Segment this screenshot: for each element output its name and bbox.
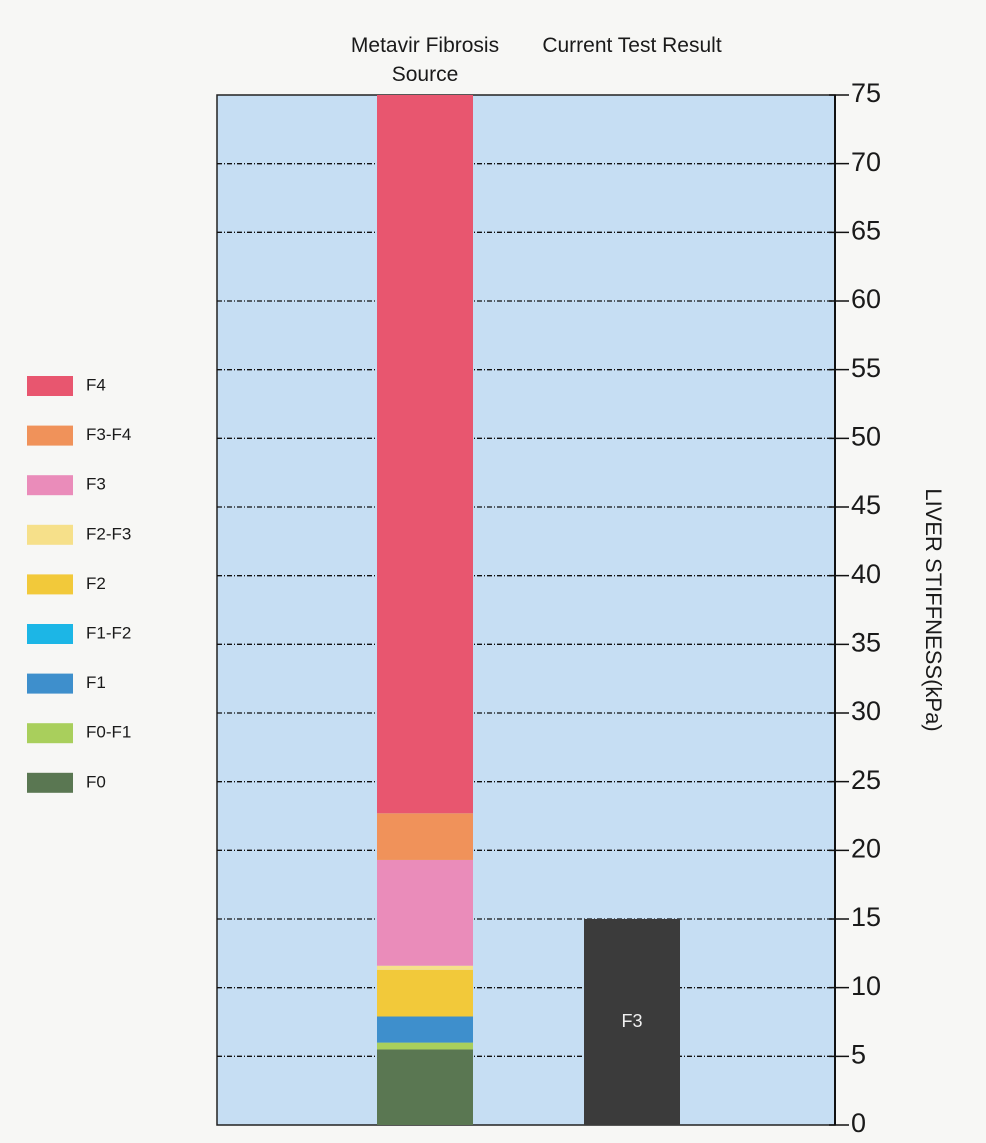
- bar-segment: [377, 859, 473, 966]
- legend-swatch: [27, 624, 73, 644]
- result-stage-label: F3: [621, 1011, 642, 1031]
- bar-segment: [377, 95, 473, 814]
- bar-segment: [377, 1049, 473, 1125]
- bar-segment: [377, 813, 473, 860]
- legend-label: F4: [86, 375, 106, 394]
- y-tick-label: 40: [851, 559, 881, 589]
- legend-label: F3: [86, 475, 106, 494]
- y-tick-label: 75: [851, 78, 881, 108]
- y-tick-label: 60: [851, 284, 881, 314]
- legend-swatch: [27, 772, 73, 793]
- y-axis-label: LIVER STIFFNESS(kPa): [921, 488, 946, 731]
- y-tick-label: 25: [851, 765, 881, 795]
- bar-segment: [377, 969, 473, 1017]
- legend-swatch: [27, 475, 73, 496]
- bar-segment: [377, 1042, 473, 1050]
- legend-swatch: [27, 723, 73, 744]
- y-tick-label: 20: [851, 833, 881, 863]
- y-tick-label: 0: [851, 1108, 866, 1138]
- legend-label: F0-F1: [86, 723, 131, 742]
- y-tick-label: 55: [851, 353, 881, 383]
- category-label: Current Test Result: [542, 34, 722, 57]
- legend-label: F0: [86, 772, 106, 791]
- legend-swatch: [27, 376, 73, 396]
- legend-swatch: [27, 574, 73, 595]
- y-tick-label: 45: [851, 490, 881, 520]
- y-tick-label: 65: [851, 215, 881, 245]
- y-tick-label: 35: [851, 627, 881, 657]
- legend-label: F2-F3: [86, 524, 131, 543]
- legend-label: F2: [86, 574, 106, 593]
- legend-label: F1-F2: [86, 623, 131, 642]
- bar-segment: [377, 1016, 473, 1043]
- y-tick-label: 30: [851, 696, 881, 726]
- plot-area: [216, 94, 836, 1126]
- legend-swatch: [27, 425, 73, 446]
- legend-label: F3-F4: [86, 425, 131, 444]
- result-bar: [584, 919, 680, 1125]
- y-tick-label: 70: [851, 147, 881, 177]
- y-tick-label: 10: [851, 971, 881, 1001]
- y-tick-label: 50: [851, 421, 881, 451]
- legend-label: F1: [86, 673, 106, 692]
- legend-swatch: [27, 673, 73, 694]
- legend-swatch: [27, 524, 73, 545]
- y-tick-label: 15: [851, 902, 881, 932]
- category-label: Metavir Fibrosis Source: [350, 34, 500, 86]
- y-tick-label: 5: [851, 1039, 866, 1069]
- bar-segment: [377, 965, 473, 970]
